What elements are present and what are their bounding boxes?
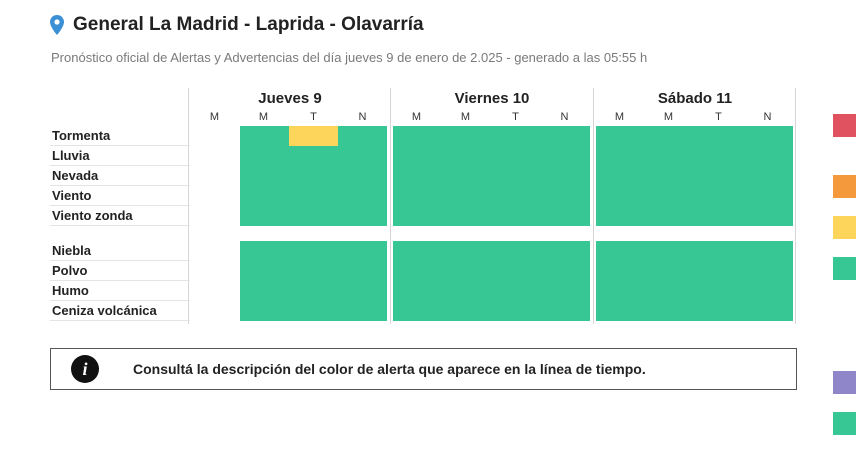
day-header-viernes: Viernes 10 [454,90,530,107]
row-divider [50,280,190,281]
row-divider [50,320,190,321]
row-label-polvo: Polvo [52,263,88,278]
row-divider [50,300,190,301]
legend-swatch-violet [833,371,856,394]
row-label-nevada: Nevada [52,168,99,183]
period-label: N [358,111,367,123]
legend-swatch-red [833,114,856,137]
row-label-tormenta: Tormenta [52,128,111,143]
period-label: M [614,111,625,123]
info-text: Consultá la descripción del color de ale… [133,361,646,377]
timeline-divider [593,88,594,324]
alert-band-sabado-group2 [596,241,793,321]
timeline-divider [390,88,391,324]
row-label-humo: Humo [52,283,89,298]
info-box: i Consultá la descripción del color de a… [50,348,797,390]
period-label: N [763,111,772,123]
row-label-ceniza-volcanica: Ceniza volcánica [52,303,157,318]
alert-band-sabado-group1 [596,126,793,226]
period-label: T [310,111,317,123]
alert-band-jueves-group2 [240,241,387,321]
row-label-niebla: Niebla [52,243,92,258]
row-label-viento: Viento [52,188,92,203]
page-title: General La Madrid - Laprida - Olavarría [73,14,424,35]
row-label-lluvia: Lluvia [52,148,90,163]
row-divider [50,185,190,186]
period-label: M [460,111,471,123]
day-header-sabado: Sábado 11 [657,90,733,107]
period-label: M [209,111,220,123]
row-divider [50,205,190,206]
legend-swatch-green [833,257,856,280]
location-pin-icon [50,15,64,35]
period-label: T [512,111,519,123]
alert-timeline: Jueves 9 Viernes 10 Sábado 11 M M T N M … [50,88,800,324]
alert-cell-tormenta-jueves-t [289,126,338,146]
legend-swatch-orange [833,175,856,198]
day-header-jueves: Jueves 9 [258,90,322,107]
period-label: M [258,111,269,123]
legend-swatch-green-2 [833,412,856,435]
row-label-viento-zonda: Viento zonda [52,208,133,223]
period-label: T [715,111,722,123]
row-divider [50,145,190,146]
row-divider [50,225,190,226]
alert-band-viernes-group1 [393,126,590,226]
info-icon: i [71,355,99,383]
header: General La Madrid - Laprida - Olavarría [50,14,424,36]
page-subtitle: Pronóstico oficial de Alertas y Adverten… [51,50,648,65]
period-label: M [411,111,422,123]
alert-band-viernes-group2 [393,241,590,321]
period-label: N [560,111,569,123]
timeline-divider [795,88,796,324]
legend-swatch-yellow [833,216,856,239]
row-divider [50,165,190,166]
timeline-divider [188,88,189,324]
row-divider [50,260,190,261]
period-label: M [663,111,674,123]
